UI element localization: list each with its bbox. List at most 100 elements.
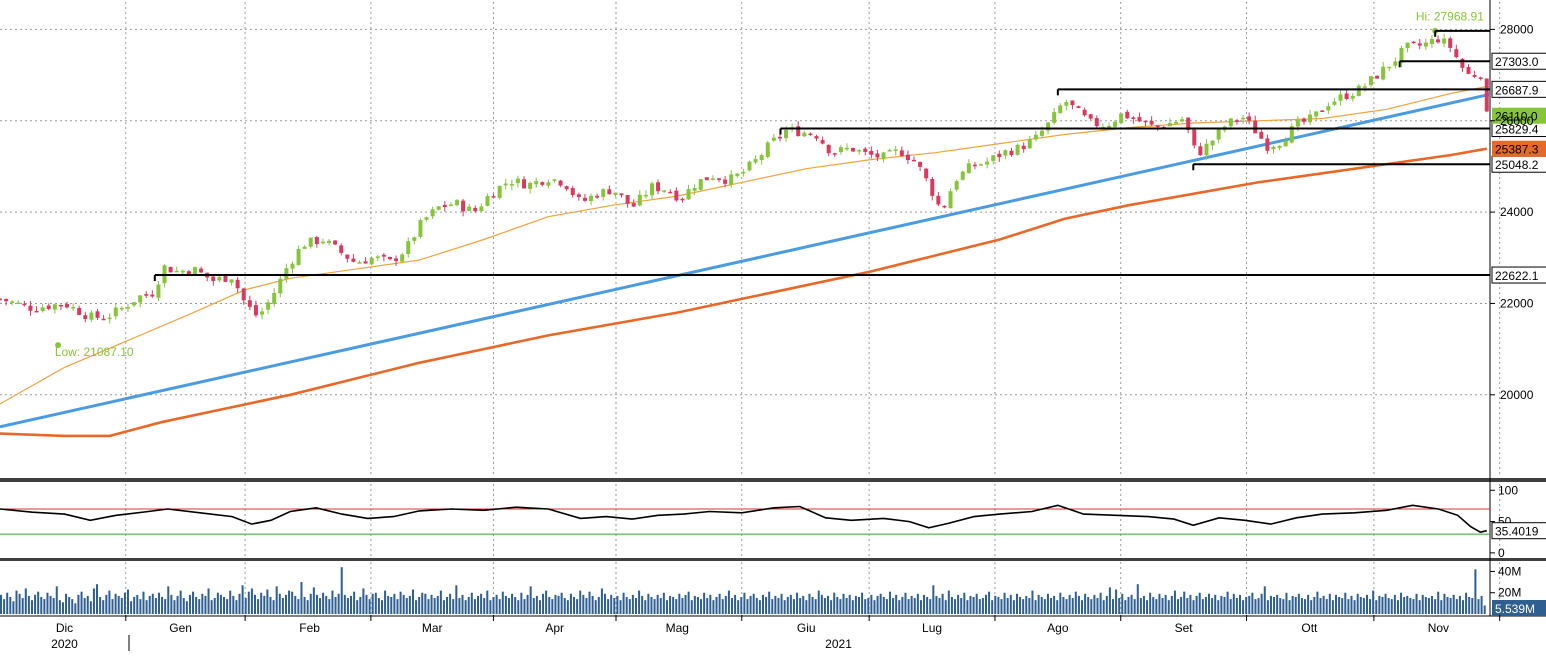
candle-body <box>1234 120 1239 122</box>
volume-bar <box>600 588 603 614</box>
rsi-tick-label: 0 <box>1498 546 1505 560</box>
candle-body <box>552 179 557 181</box>
volume-bar <box>58 600 61 614</box>
candle-body <box>1320 110 1325 113</box>
candle-body <box>643 194 648 197</box>
volume-bar <box>1431 595 1434 614</box>
candle-body <box>1027 139 1032 149</box>
candle-body <box>863 148 868 152</box>
volume-bar <box>941 593 944 614</box>
volume-bar <box>628 599 631 614</box>
volume-bar <box>975 593 978 614</box>
candle-body <box>905 154 910 160</box>
candle-body <box>290 263 295 269</box>
candle-body <box>1210 140 1215 146</box>
candle-body <box>22 303 27 306</box>
volume-bar <box>353 591 356 614</box>
candle-body <box>320 241 325 244</box>
candle-body <box>1033 134 1038 140</box>
candle-body <box>1277 145 1282 148</box>
candle-body <box>985 161 990 165</box>
volume-bar <box>3 599 6 614</box>
volume-bar <box>1183 591 1186 614</box>
candle-body <box>308 237 313 247</box>
volume-bar <box>123 592 126 614</box>
volume-bar <box>148 595 151 614</box>
volume-bar <box>238 593 241 614</box>
level-label: 25048.2 <box>1495 158 1539 172</box>
volume-bar <box>1059 592 1062 614</box>
price-tick-label: 24000 <box>1500 205 1534 219</box>
volume-bar <box>1081 600 1084 614</box>
volume-bar <box>1356 593 1359 614</box>
volume-bar <box>1003 592 1006 614</box>
trendline <box>0 92 1491 429</box>
candle-body <box>28 305 33 311</box>
candle-body <box>211 276 216 281</box>
volume-bar <box>721 599 724 614</box>
volume-bar <box>458 598 461 614</box>
candle-body <box>83 315 88 320</box>
volume-bar <box>1257 598 1260 614</box>
candle-body <box>1375 75 1380 79</box>
volume-bar <box>427 599 430 614</box>
volume-bar <box>1046 593 1049 614</box>
volume-bar <box>1121 593 1124 614</box>
volume-bar <box>1461 600 1465 614</box>
volume-bar <box>114 593 117 614</box>
candle-body <box>1216 129 1221 140</box>
month-label: Set <box>1175 621 1194 635</box>
volume-bar <box>1050 598 1053 614</box>
volume-bar <box>384 590 387 614</box>
volume-bar <box>836 596 839 614</box>
volume-bar <box>916 593 919 614</box>
volume-bar <box>34 594 37 614</box>
candle-body <box>1417 43 1422 46</box>
volume-bar <box>833 592 836 614</box>
volume-panel: 20M 40M 5.539M <box>0 564 1546 616</box>
volume-bar <box>548 596 551 614</box>
candle-body <box>1442 38 1447 44</box>
volume-bar <box>1164 594 1167 614</box>
candle-body <box>1094 118 1099 127</box>
volume-bar <box>634 598 637 614</box>
volume-bar <box>1273 596 1276 614</box>
volume-bar <box>727 590 730 614</box>
volume-bar <box>805 600 808 614</box>
candle-body <box>656 182 661 192</box>
volume-bar <box>136 594 139 614</box>
volume-bar <box>786 596 789 614</box>
volume-bar <box>1238 594 1241 614</box>
candle-body <box>1180 119 1185 122</box>
volume-bar <box>935 595 938 614</box>
candle-body <box>838 147 843 153</box>
volume-bar <box>811 596 814 614</box>
volume-bar <box>151 593 154 614</box>
volume-bar <box>848 594 851 614</box>
volume-bar <box>362 588 365 614</box>
volume-bar <box>188 594 191 614</box>
volume-bar <box>157 592 160 614</box>
volume-bar <box>597 596 600 614</box>
candle-body <box>875 153 880 158</box>
volume-bar <box>1403 596 1406 614</box>
volume-bar <box>449 593 452 614</box>
volume-bar <box>439 590 442 614</box>
volume-bar <box>241 585 244 614</box>
volume-bar <box>526 594 529 614</box>
volume-bar <box>1229 599 1232 614</box>
candle-body <box>1448 38 1453 48</box>
volume-bar <box>368 599 371 614</box>
volume-bar <box>504 595 507 614</box>
month-label: Nov <box>1428 621 1449 635</box>
volume-bar <box>278 593 281 614</box>
volume-bar <box>291 591 294 614</box>
volume-bar <box>932 585 935 614</box>
panel-separator <box>0 478 1546 482</box>
volume-bar <box>24 588 27 614</box>
candle-body <box>686 189 691 200</box>
volume-bar <box>399 591 402 614</box>
candle-body <box>351 258 356 262</box>
volume-bar <box>464 600 467 614</box>
horizontal-levels: 27303.0 26687.9 25829.4 25048.2 22622.1 26110… <box>153 29 1546 284</box>
